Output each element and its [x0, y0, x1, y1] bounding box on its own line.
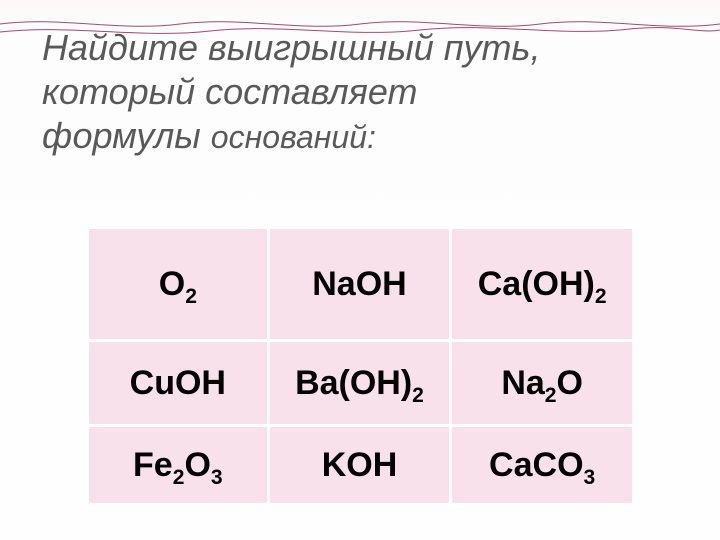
cell-0-1: NaOH — [270, 229, 450, 339]
cell-1-2: Na2O — [452, 342, 632, 424]
cell-0-0: O2 — [89, 229, 267, 339]
cell-1-0: CuOH — [89, 342, 267, 424]
cell-0-2: Ca(OH)2 — [452, 229, 632, 339]
heading-line-2: который составляет — [42, 71, 418, 112]
cell-2-1: KOH — [270, 427, 450, 503]
table-row: O2 NaOH Ca(OH)2 — [89, 229, 632, 339]
table-row: CuOH Ba(OH)2 Na2O — [89, 342, 632, 424]
table-row: Fe2O3 KOH CaCO3 — [89, 427, 632, 503]
cell-1-1: Ba(OH)2 — [270, 342, 450, 424]
formula-table: O2 NaOH Ca(OH)2 CuOH Ba(OH)2 Na2O Fe2O3 … — [86, 226, 635, 506]
cell-2-2: CaCO3 — [452, 427, 632, 503]
heading-line-3b: оснований: — [211, 119, 376, 155]
heading-line-3a: формулы — [42, 115, 211, 156]
slide-heading: Найдите выигрышный путь, который составл… — [42, 26, 682, 158]
heading-line-1: Найдите выигрышный путь, — [42, 27, 540, 68]
cell-2-0: Fe2O3 — [89, 427, 267, 503]
